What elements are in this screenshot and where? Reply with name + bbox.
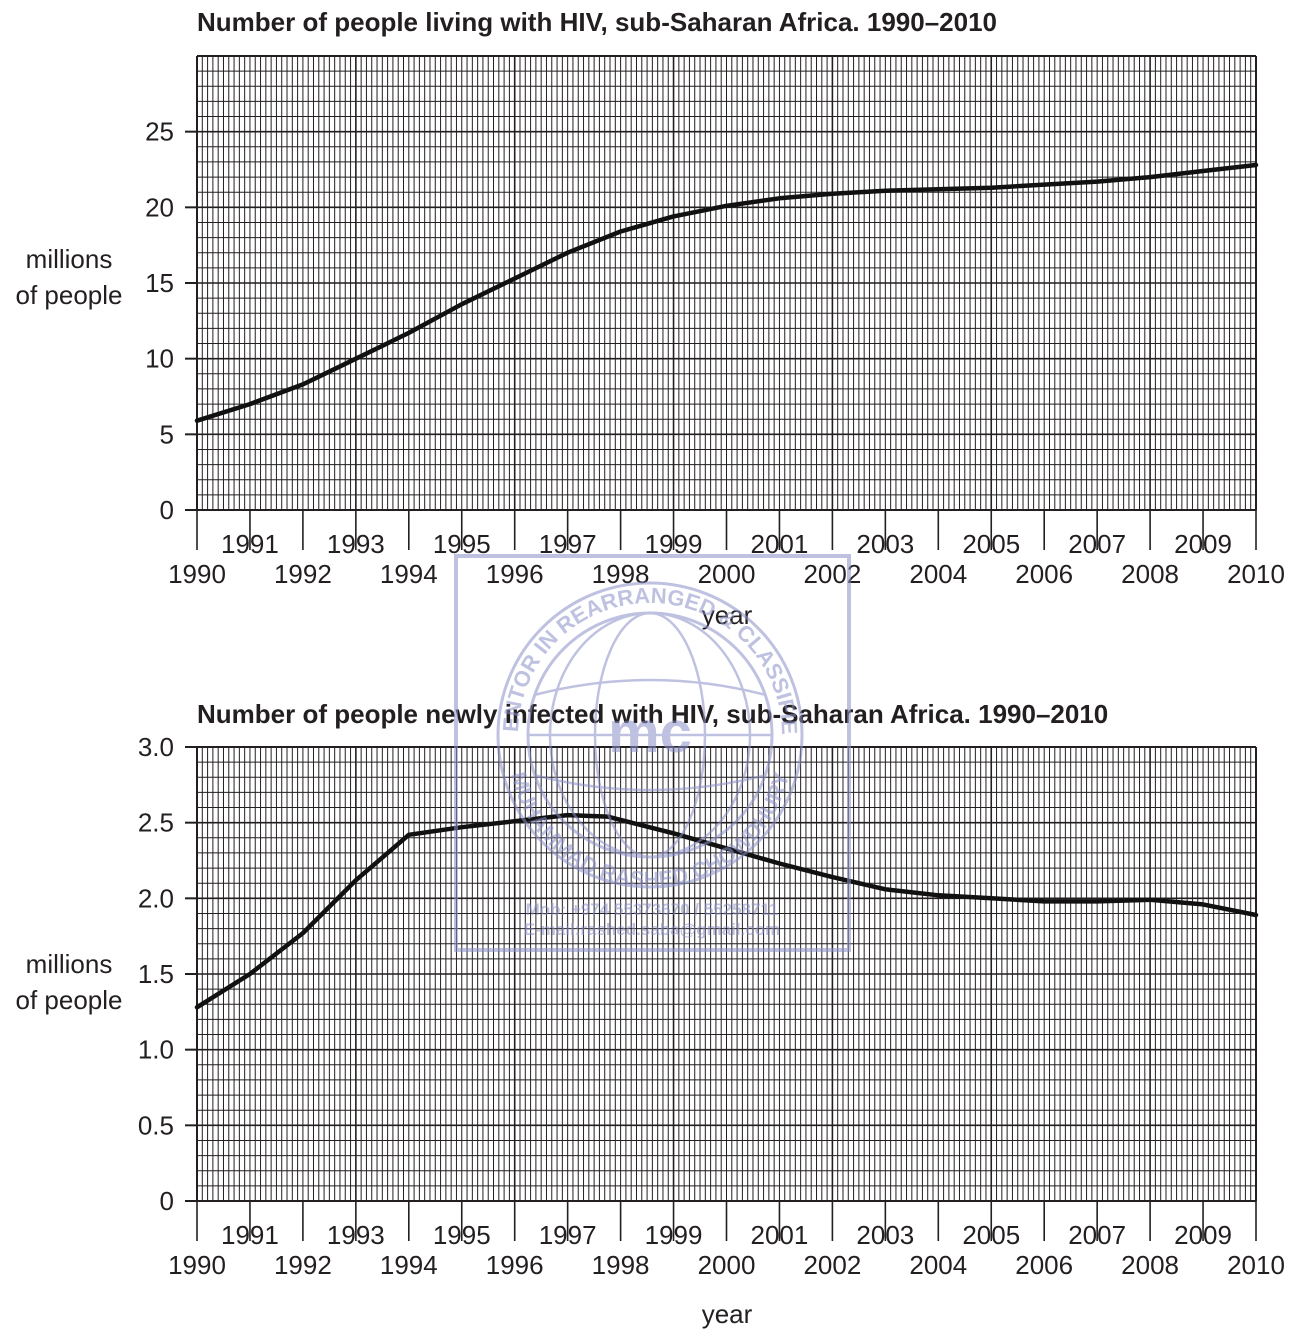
y-tick-label: 0.5	[138, 1110, 174, 1140]
y-tick-label: 5	[160, 419, 174, 449]
x-tick-label: 1996	[486, 559, 544, 589]
x-tick-label: 2007	[1068, 1220, 1126, 1250]
x-tick-label: 2010	[1227, 1250, 1285, 1280]
x-tick-label: 1993	[327, 1220, 385, 1250]
x-tick-label: 1991	[221, 529, 279, 559]
y-tick-label: 25	[145, 117, 174, 147]
chart-grid	[196, 55, 1257, 511]
y-tick-label: 2.5	[138, 808, 174, 838]
watermark-ring-text-top: MENTOR IN REARRANGED & CLASSIFIED	[0, 0, 802, 735]
y-tick-label: 20	[145, 192, 174, 222]
y-axis-label-line1: millions	[26, 949, 113, 979]
x-tick-label: 1998	[592, 1250, 650, 1280]
x-tick-label: 2002	[803, 1250, 861, 1280]
x-tick-label: 1995	[433, 1220, 491, 1250]
series-line	[194, 162, 1259, 423]
y-tick-label: 2.0	[138, 883, 174, 913]
watermark-email: E-mail:rashed.saba@gmail.com	[524, 920, 781, 939]
x-tick-label: 1999	[645, 1220, 703, 1250]
x-axis-label: year	[702, 1299, 753, 1329]
x-tick-label: 1996	[486, 1250, 544, 1280]
x-axis-ticks: 1990199119921993199419951996199719981999…	[168, 510, 1285, 589]
x-tick-label: 2008	[1121, 559, 1179, 589]
chart-series	[194, 162, 1259, 423]
y-axis-label-line1: millions	[26, 244, 113, 274]
y-tick-label: 1.5	[138, 959, 174, 989]
y-axis-label-line2: of people	[16, 985, 123, 1015]
x-tick-label: 2005	[962, 1220, 1020, 1250]
y-axis-label-line2: of people	[16, 280, 123, 310]
x-tick-label: 1993	[327, 529, 385, 559]
x-tick-label: 1994	[380, 1250, 438, 1280]
x-tick-label: 2003	[856, 1220, 914, 1250]
x-tick-label: 1994	[380, 559, 438, 589]
y-axis-ticks: 0 0.5 1.0 1.5 2.0 2.5 3.0	[138, 732, 197, 1216]
x-tick-label: 2009	[1174, 1220, 1232, 1250]
x-tick-label: 2003	[856, 529, 914, 559]
chart-title: Number of people living with HIV, sub-Sa…	[197, 7, 997, 37]
x-axis-ticks: 1990199119921993199419951996199719981999…	[168, 1201, 1285, 1280]
y-tick-label: 0	[160, 1186, 174, 1216]
y-tick-label: 10	[145, 344, 174, 374]
x-tick-label: 2002	[803, 559, 861, 589]
y-tick-label: 0	[160, 495, 174, 525]
y-axis-ticks: 0 5 10 15 20 25	[145, 117, 197, 525]
chart-living-with-hiv: Number of people living with HIV, sub-Sa…	[16, 7, 1285, 630]
x-tick-label: 2000	[698, 1250, 756, 1280]
watermark-mobile: Mob: +974 55373670 / 55258711	[526, 900, 779, 919]
x-tick-label: 2008	[1121, 1250, 1179, 1280]
x-tick-label: 2006	[1015, 1250, 1073, 1280]
chart-series	[194, 812, 1259, 1010]
x-tick-label: 1992	[274, 559, 332, 589]
y-tick-label: 1.0	[138, 1035, 174, 1065]
y-tick-label: 15	[145, 268, 174, 298]
x-tick-label: 1990	[168, 559, 226, 589]
watermark-ring-outer	[496, 581, 804, 889]
x-tick-label: 2004	[909, 1250, 967, 1280]
watermark-frame	[454, 554, 851, 952]
x-tick-label: 1991	[221, 1220, 279, 1250]
y-tick-label: 3.0	[138, 732, 174, 762]
series-line	[194, 812, 1259, 1010]
x-tick-label: 2006	[1015, 559, 1073, 589]
watermark-logo: mc	[608, 700, 692, 765]
x-tick-label: 2007	[1068, 529, 1126, 559]
x-tick-label: 1990	[168, 1250, 226, 1280]
x-tick-label: 2009	[1174, 529, 1232, 559]
x-tick-label: 2000	[698, 559, 756, 589]
x-tick-label: 2010	[1227, 559, 1285, 589]
x-tick-label: 2004	[909, 559, 967, 589]
watermark-ring-text-bottom: MUHAMMAD RASHED CHOWDHURY	[506, 769, 794, 892]
chart-grid	[196, 746, 1257, 1202]
chart-title: Number of people newly infected with HIV…	[197, 699, 1108, 729]
x-tick-label: 2001	[751, 1220, 809, 1250]
x-tick-label: 1997	[539, 1220, 597, 1250]
chart-newly-infected-hiv: Number of people newly infected with HIV…	[16, 699, 1285, 1329]
x-tick-label: 1992	[274, 1250, 332, 1280]
x-tick-label: 2005	[962, 529, 1020, 559]
globe-icon	[528, 611, 772, 859]
